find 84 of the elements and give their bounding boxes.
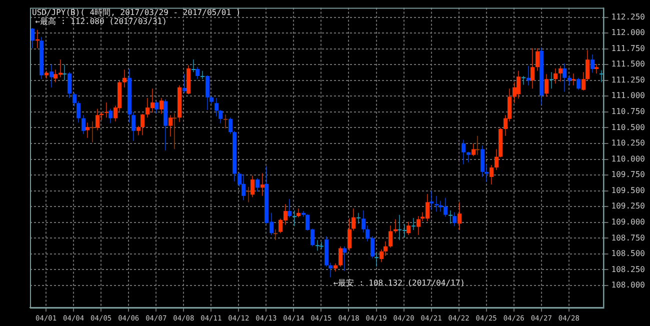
y-tick-label: 110.000 [611, 154, 646, 164]
candlestick [576, 77, 580, 90]
candlestick [172, 112, 176, 150]
candlestick [122, 69, 126, 88]
candlestick [168, 114, 172, 138]
y-tick-label: 108.500 [611, 249, 646, 258]
y-tick-label: 108.250 [611, 264, 646, 274]
y-tick-label: 108.750 [611, 233, 646, 242]
y-tick-label: 109.250 [611, 202, 646, 211]
candlestick [288, 198, 292, 218]
candlestick [356, 212, 360, 224]
candlestick [160, 98, 164, 114]
candlestick [96, 108, 100, 131]
candlestick [256, 178, 260, 192]
y-tick-label: 109.000 [611, 217, 646, 226]
candlestick [154, 100, 158, 114]
candlestick [448, 210, 452, 224]
y-tick-label: 109.750 [611, 170, 646, 180]
candlestick [292, 210, 296, 227]
candlestick [466, 151, 470, 163]
candlestick [476, 135, 480, 156]
candlestick [260, 172, 264, 196]
candlestick [86, 122, 90, 138]
candlestick [530, 48, 534, 90]
candlestick [140, 113, 144, 136]
candlestick [104, 102, 108, 118]
candlestick [544, 74, 548, 98]
chart-title: USD/JPY(B)( 4時間, 2017/03/29 - 2017/05/01 ) [32, 8, 241, 17]
candlestick [452, 212, 456, 227]
y-tick-label: 111.250 [611, 75, 646, 84]
candlestick [82, 114, 86, 135]
candlestick [406, 221, 410, 236]
y-tick-label: 112.250 [611, 12, 646, 22]
y-tick-label: 111.000 [611, 91, 646, 100]
y-tick-label: 110.250 [611, 138, 646, 148]
candlestick [430, 190, 434, 210]
y-tick-label: 110.500 [611, 122, 646, 132]
annotation: ←最高 : 112.080 (2017/03/31) [35, 17, 167, 26]
candlestick [416, 216, 420, 236]
candlestick [434, 195, 438, 212]
candlestick [600, 70, 604, 83]
annotation: ←最安 : 108.132 (2017/04/17) [333, 278, 465, 288]
candlestick [50, 64, 54, 88]
y-tick-label: 110.750 [611, 107, 646, 116]
candlestick [192, 59, 196, 73]
candlestick [572, 72, 576, 86]
candlestick [526, 65, 530, 86]
candlestick [536, 48, 540, 72]
candlestick [388, 225, 392, 248]
candlestick [316, 240, 320, 252]
y-tick-label: 108.000 [611, 280, 646, 290]
candlestick [246, 186, 250, 203]
candlestick [90, 120, 94, 143]
candlestick [412, 217, 416, 230]
candlestick [522, 75, 526, 86]
candlestick [250, 175, 254, 198]
candlestick [472, 143, 476, 157]
candlestick [550, 72, 554, 90]
candlestick [338, 246, 342, 268]
candlestick [562, 62, 566, 92]
candlestick [558, 65, 562, 82]
y-tick-label: 111.750 [611, 44, 646, 53]
candlestick [374, 252, 378, 268]
candlestick [196, 66, 200, 80]
candlestick [68, 72, 72, 99]
candlestick [182, 74, 186, 94]
candlestick [590, 54, 594, 74]
y-tick-label: 112.000 [611, 28, 646, 38]
candlestick [342, 246, 346, 272]
candlestick [274, 228, 278, 241]
candlestick [490, 164, 494, 186]
candlestick [242, 174, 246, 201]
candlestick [108, 108, 112, 124]
candlestick [516, 70, 520, 100]
candlestick [224, 114, 228, 129]
y-tick-label: 111.500 [611, 60, 646, 69]
candlestick [554, 68, 558, 84]
candlestick [462, 139, 466, 165]
y-tick-label: 109.500 [611, 186, 646, 195]
candlestick [568, 74, 572, 86]
candlestick [458, 202, 462, 230]
candlestick [62, 64, 66, 81]
candlestick [206, 74, 210, 111]
candlestick [594, 63, 598, 74]
